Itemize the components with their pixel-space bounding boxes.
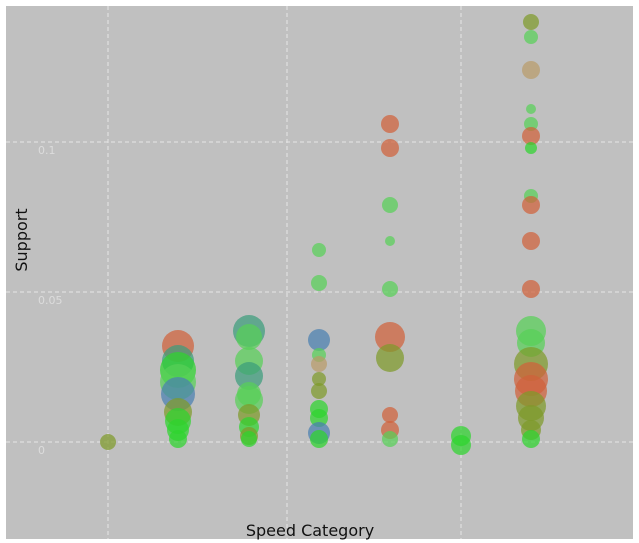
data-point [523,14,539,30]
data-point [522,196,540,214]
data-point [375,322,405,352]
data-point [308,329,330,351]
data-point [451,435,471,455]
data-point [241,431,257,447]
data-points [100,14,548,455]
y-tick-label: 0.1 [38,144,56,157]
y-tick-label: 0.05 [38,294,63,307]
data-point [236,324,262,350]
data-point [525,142,537,154]
data-point [381,139,399,157]
y-axis-title: Support [12,208,31,271]
data-point [311,275,327,291]
data-point [381,115,399,133]
y-tick-labels: 0 0.05 0.1 [38,144,63,457]
data-point [100,434,116,450]
data-point [522,430,540,448]
data-point [310,409,328,427]
data-point [524,117,538,131]
y-tick-label: 0 [38,444,45,457]
data-point [522,61,540,79]
data-point [235,362,263,390]
data-point [169,430,187,448]
data-point [382,431,398,447]
data-point [382,281,398,297]
data-point [382,197,398,213]
x-axis-title: Speed Category [246,521,374,540]
data-point [524,30,538,44]
data-point [522,127,540,145]
data-point [522,280,540,298]
data-point [522,232,540,250]
data-point [526,104,536,114]
data-point [312,243,326,257]
data-point [310,430,328,448]
data-point [385,236,395,246]
plot-background [6,6,633,539]
data-point [312,372,326,386]
data-point [376,344,404,372]
data-point [382,407,398,423]
data-point [311,356,327,372]
data-point [311,383,327,399]
